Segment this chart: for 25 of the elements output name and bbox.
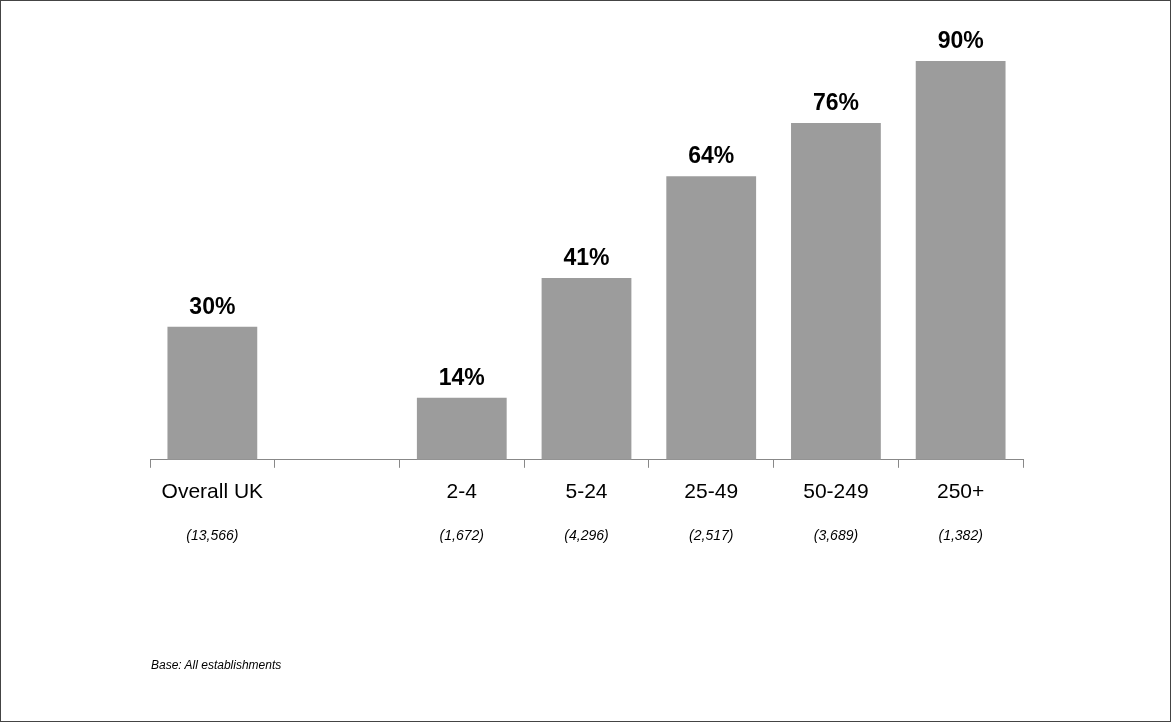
bar	[167, 326, 258, 460]
x-tick-label: 2-4	[446, 479, 478, 503]
bar	[915, 61, 1006, 460]
bar	[541, 278, 632, 460]
bar	[791, 123, 881, 460]
data-label: 41%	[563, 243, 610, 270]
data-label: 76%	[812, 88, 859, 115]
x-tick-label: 25-49	[684, 479, 739, 503]
data-label: 14%	[438, 363, 485, 390]
text: (3,689)	[813, 526, 859, 543]
data-label: 90%	[937, 26, 984, 53]
x-tick-label: Overall UK	[161, 479, 264, 503]
bar	[666, 176, 757, 460]
text: Base: All establishments	[151, 658, 282, 673]
text: (2,517)	[689, 526, 734, 543]
text: (13,566)	[186, 526, 239, 543]
x-tick-label: 50-249	[803, 479, 869, 503]
data-label: 64%	[688, 142, 735, 169]
data-label: 30%	[189, 292, 236, 319]
text: (1,382)	[938, 526, 983, 543]
x-tick-label: 5-24	[565, 479, 608, 503]
text: (1,672)	[439, 526, 484, 543]
x-tick-label: 250+	[936, 479, 985, 503]
text: (4,296)	[564, 526, 609, 543]
bar	[416, 397, 507, 460]
